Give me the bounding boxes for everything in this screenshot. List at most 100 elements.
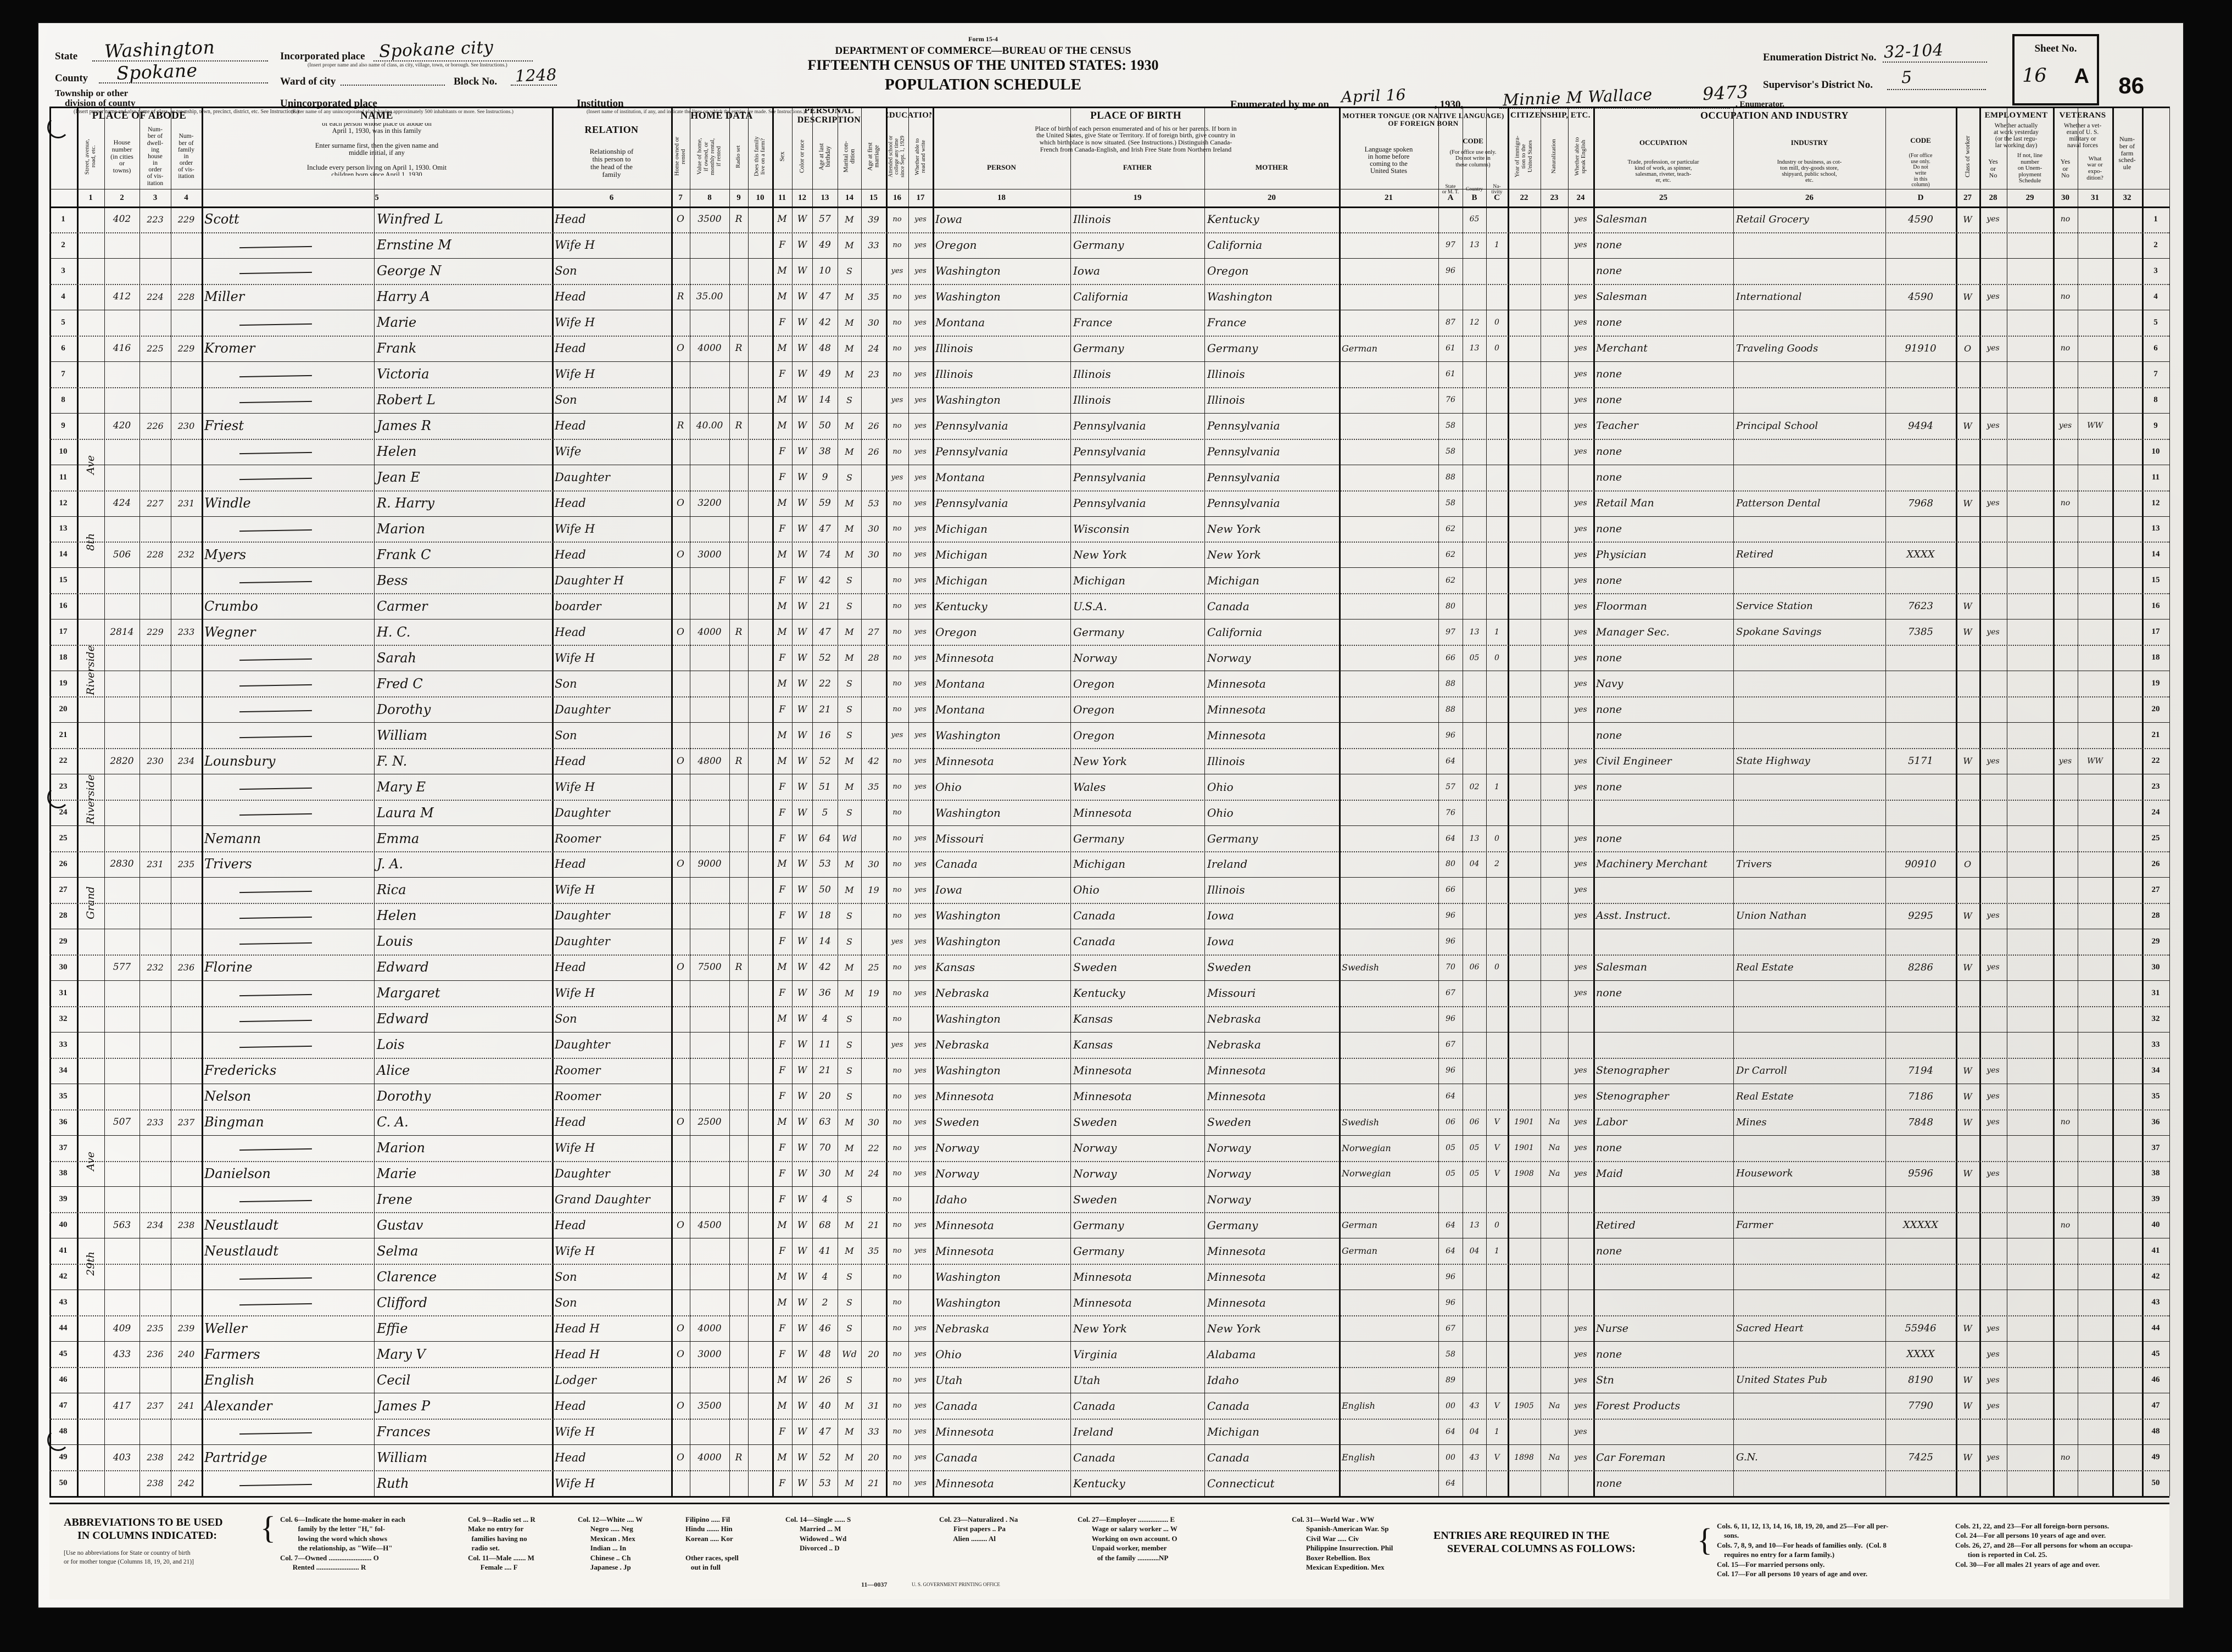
cell-ca: 67 [1446,1324,1455,1333]
cell-cc: 0 [1494,1220,1499,1230]
cell-marital: M [845,987,854,998]
cell-person: Ohio [935,1347,962,1361]
cell-emp: yes [1987,756,2000,766]
street-annotation: Grand [85,886,97,919]
group-name: NAME [360,109,393,121]
cell-rw: yes [914,241,927,249]
cell-ca: 96 [1446,1272,1455,1281]
column-number: 26 [1805,193,1814,202]
cell-rw: yes [914,783,927,791]
cell-sex: F [779,807,785,818]
cell-agem: 23 [868,369,879,379]
cell-school: no [892,421,902,430]
cell-age: 18 [819,910,831,922]
column-number: 3 [153,193,158,202]
column-number: 21 [1385,193,1393,202]
cell-race: W [797,291,807,303]
cell-age: 42 [819,962,831,973]
row-number-right: 18 [2151,653,2160,662]
cell-school: no [892,524,902,533]
column-number: 16 [893,193,901,202]
cell-sex: F [779,1322,785,1334]
cell-family: 234 [177,756,195,767]
sd-rule [1887,89,1986,90]
cell-occ: Merchant [1596,342,1648,355]
cell-code: 7385 [1908,626,1933,638]
cell-father: Illinois [1073,213,1111,226]
column-number: A [1447,193,1454,202]
footer-top-rule [49,1503,2169,1504]
cell-relation: Lodger [555,1373,596,1387]
grid-hline [49,696,2169,697]
ditto-mark [239,1277,313,1280]
row-number-left: 36 [59,1117,68,1126]
cell-relation: Wife H [555,780,595,794]
cell-person: Montana [935,677,985,690]
ditto-mark [239,735,313,739]
cell-sex: M [777,1219,787,1231]
block-label: Block No. [454,76,498,87]
sheet-number-box: Sheet No. 16 A [2012,34,2099,105]
cell-relation: boarder [555,599,601,613]
cell-given: H. C. [377,624,411,640]
grid-vline [374,107,375,1496]
cell-cc: V [1494,1118,1500,1127]
cell-agem: 30 [868,523,879,534]
cell-occ: Floorman [1596,600,1647,612]
cell-family: 240 [177,1349,195,1360]
cell-marital: S [846,1194,852,1205]
header-code-state: State or M. T. [1442,183,1459,195]
cell-ca: 58 [1446,499,1455,508]
cell-ca: 64 [1446,1092,1455,1101]
row-number-right: 40 [2151,1220,2160,1230]
cell-cb: 43 [1469,1401,1480,1410]
cell-cls: W [1963,420,1972,431]
cell-dwell: 231 [147,858,164,869]
column-number: 31 [2091,193,2099,202]
cell-marital: M [845,1168,854,1179]
cell-eng: yes [1574,318,1587,327]
cell-tongue: German [1342,1246,1377,1257]
cell-value: 35.00 [696,291,723,303]
cell-father: Kentucky [1073,1476,1125,1490]
cell-radio: R [735,343,743,354]
column-number: B [1471,193,1477,202]
cell-father: Minnesota [1073,1296,1132,1309]
table-bottom-rule [49,1496,2169,1498]
cell-cc: 2 [1494,860,1499,869]
cell-sex: M [777,600,787,612]
cell-rw: yes [914,499,927,507]
row-number-left: 35 [59,1091,68,1101]
cell-family: 241 [177,1400,195,1411]
row-number-right: 49 [2151,1453,2160,1462]
group-veterans: VETERANS [2059,111,2106,120]
row-number-right: 2 [2153,240,2158,249]
cell-school: no [892,628,902,637]
cell-surname: Nemann [204,830,261,846]
cell-person: Pennsylvania [935,419,1008,433]
cell-value: 4000 [698,626,722,638]
row-number-left: 38 [59,1169,68,1178]
cell-mother: Illinois [1207,367,1245,381]
cell-code: 7425 [1908,1452,1933,1464]
column-number: 25 [1659,193,1667,202]
cell-occ: none [1596,445,1622,458]
cell-race: W [797,626,807,638]
cell-father: Michigan [1073,573,1125,587]
cell-relation: Head [555,961,586,974]
cell-marital: M [845,498,854,509]
cell-race: W [797,1245,807,1257]
cell-school: no [892,576,902,585]
grid-hline [49,232,2169,233]
county-rule [99,82,268,83]
cell-house: 563 [113,1219,131,1231]
cell-school: no [892,318,902,327]
cell-tongue: German [1342,1220,1377,1231]
cell-emp: yes [1987,1453,2000,1462]
cell-mother: New York [1207,1321,1261,1335]
cell-surname: Scott [204,211,239,227]
cell-eng: yes [1574,1169,1587,1178]
grid-vline [729,107,730,1496]
cell-value: 4500 [698,1219,722,1231]
cell-mother: Iowa [1207,909,1234,923]
